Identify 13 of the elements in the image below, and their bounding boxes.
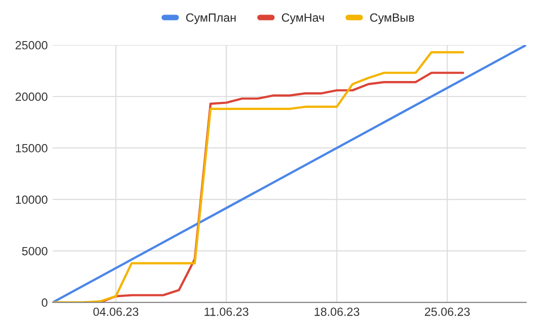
legend-label: СумНач <box>282 13 324 24</box>
y-tick-label: 20000 <box>16 92 48 101</box>
x-tick-label: 11.06.23 <box>204 308 248 316</box>
y-tick-label: 0 <box>42 298 48 307</box>
y-tick-label: 5000 <box>22 246 48 256</box>
x-tick-label: 25.06.23 <box>424 308 470 316</box>
y-tick-label: 10000 <box>16 195 48 204</box>
legend-label: СумВыв <box>370 13 414 24</box>
x-tick-label: 18.06.23 <box>314 308 360 316</box>
x-tick-label: 04.06.23 <box>93 308 138 316</box>
legend-label: СумПлан <box>186 13 236 24</box>
y-tick-label: 25000 <box>16 41 48 50</box>
y-tick-label: 15000 <box>16 144 48 152</box>
